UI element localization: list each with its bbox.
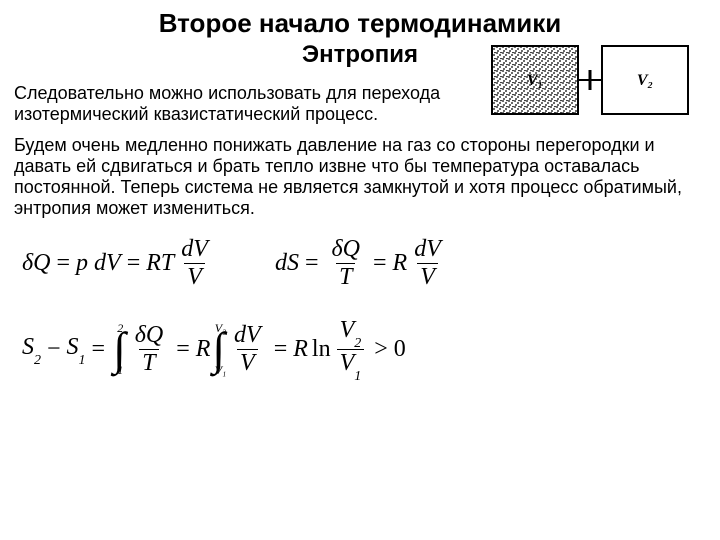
V-letter: V: [340, 317, 355, 343]
op-eq: =: [51, 250, 77, 277]
sub-2: 2: [354, 336, 361, 351]
equation-row-1: δQ = p dV = RT dV V dS = δQ T = R dV V: [14, 237, 706, 290]
int-lower: 1: [117, 363, 123, 378]
frac-den: T: [139, 349, 158, 376]
frac-num: dV: [411, 237, 444, 263]
sym-Rln: R: [293, 336, 308, 363]
frac-num: δQ: [132, 323, 167, 349]
frac-num: dV: [231, 323, 264, 349]
op-eq2: =: [367, 250, 393, 277]
frac-dQ-T-2: δQ T: [132, 323, 167, 376]
sym-R: R: [196, 336, 211, 363]
frac-den: V1: [337, 349, 365, 380]
sym-S2: S2: [22, 334, 41, 365]
frac-V2-V1: V2 V1: [337, 318, 365, 380]
int-upper: 2: [117, 321, 123, 336]
sym-pdV: p dV: [76, 250, 121, 277]
lead-paragraph: Следовательно можно использовать для пер…: [14, 83, 474, 125]
frac-num: δQ: [329, 237, 364, 263]
sub-1: 1: [354, 369, 361, 384]
eq-S2-S1: S2 − S1 = 2 ∫ 1 δQ T = R V₂ ∫ V₁: [22, 318, 412, 380]
eq-deltaQ: δQ = p dV = RT dV V: [22, 237, 215, 290]
frac-dV-V-3: dV V: [231, 323, 264, 376]
op-eq2: =: [121, 250, 147, 277]
equation-row-2: S2 − S1 = 2 ∫ 1 δQ T = R V₂ ∫ V₁: [14, 318, 706, 380]
int-lower: V₁: [215, 363, 227, 378]
S-letter: S: [22, 334, 34, 360]
op-minus: −: [41, 336, 67, 363]
label-v2: V₂: [637, 72, 653, 89]
sub-2: 2: [34, 353, 41, 368]
frac-num: V2: [337, 318, 365, 348]
op-eq: =: [86, 336, 112, 363]
sym-dS: dS: [275, 250, 299, 277]
frac-den: V: [184, 263, 205, 290]
op-eq2: =: [170, 336, 196, 363]
volume-diagram: V₁ V₂: [490, 40, 700, 120]
sym-ln: ln: [308, 336, 333, 363]
integral-1: 2 ∫ 1: [113, 331, 126, 368]
op-eq: =: [299, 250, 325, 277]
sym-R: R: [393, 250, 408, 277]
int-upper: V₂: [215, 321, 227, 336]
op-eq3: =: [268, 336, 294, 363]
V-letter: V: [340, 350, 355, 376]
body-paragraph: Будем очень медленно понижать давление н…: [14, 135, 706, 219]
frac-num: dV: [178, 237, 211, 263]
sym-RT: RT: [146, 250, 174, 277]
label-v1: V₁: [527, 72, 543, 89]
S-letter: S: [67, 334, 79, 360]
frac-dV-V: dV V: [178, 237, 211, 290]
frac-den: V: [237, 349, 258, 376]
frac-dV-V-2: dV V: [411, 237, 444, 290]
sym-deltaQ: δQ: [22, 250, 51, 277]
frac-dQ-T: δQ T: [329, 237, 364, 290]
frac-den: V: [417, 263, 438, 290]
eq-dS: dS = δQ T = R dV V: [275, 237, 448, 290]
sym-S1: S1: [67, 334, 86, 365]
integral-2: V₂ ∫ V₁: [212, 331, 225, 368]
op-gt0: > 0: [368, 336, 412, 363]
frac-den: T: [336, 263, 355, 290]
page-title: Второе начало термодинамики: [14, 8, 706, 39]
sub-1: 1: [79, 353, 86, 368]
